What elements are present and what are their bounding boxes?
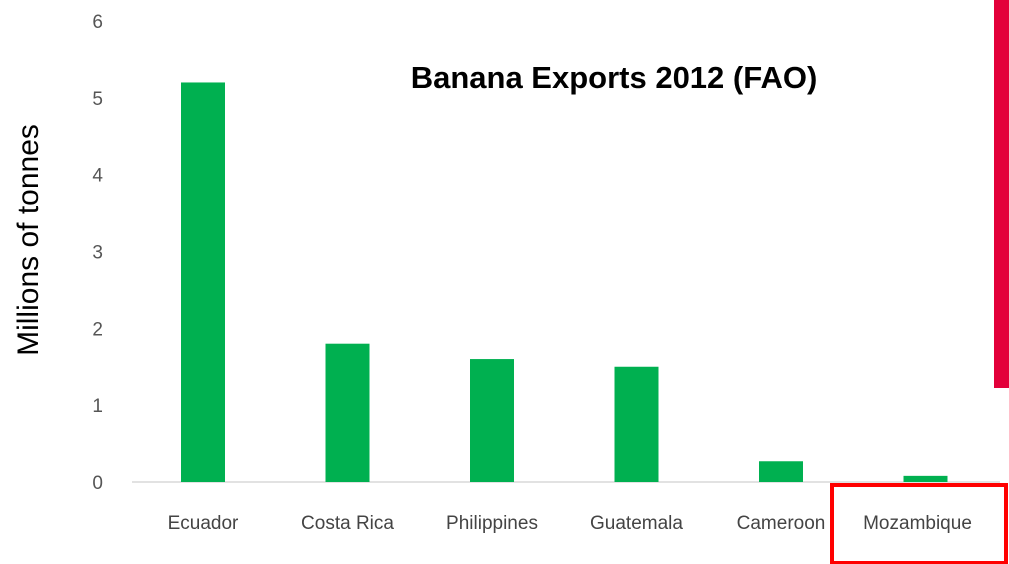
x-tick-label: Guatemala [590,513,683,534]
bar-guatemala [614,366,659,482]
x-tick-label-highlighted: Mozambique [863,513,972,534]
y-tick-label: 0 [92,473,103,494]
x-tick-label: Costa Rica [301,513,394,534]
bar-ecuador [181,82,225,482]
y-tick-label: 4 [92,166,103,187]
bar-cameroon [759,461,803,482]
y-tick-label: 2 [92,319,103,340]
y-axis-label: Millions of tonnes [12,124,45,356]
y-tick-label: 5 [92,89,103,110]
highlight-box-fill [834,487,1004,561]
y-tick-label: 6 [92,12,103,33]
x-tick-label: Ecuador [168,513,239,534]
y-tick-label: 3 [92,243,103,264]
bar-mozambique [903,475,948,482]
mozambique-highlight-box [830,483,1008,564]
bar-philippines [470,359,514,482]
bars [181,82,948,482]
x-tick-label: Cameroon [737,513,826,534]
bar-costa-rica [325,343,370,482]
y-axis-ticks: 0 1 2 3 4 5 6 [92,12,103,494]
chart-title: Banana Exports 2012 (FAO) [411,60,818,95]
x-tick-label: Philippines [446,513,538,534]
accent-bar [994,0,1009,388]
y-tick-label: 1 [92,396,103,417]
